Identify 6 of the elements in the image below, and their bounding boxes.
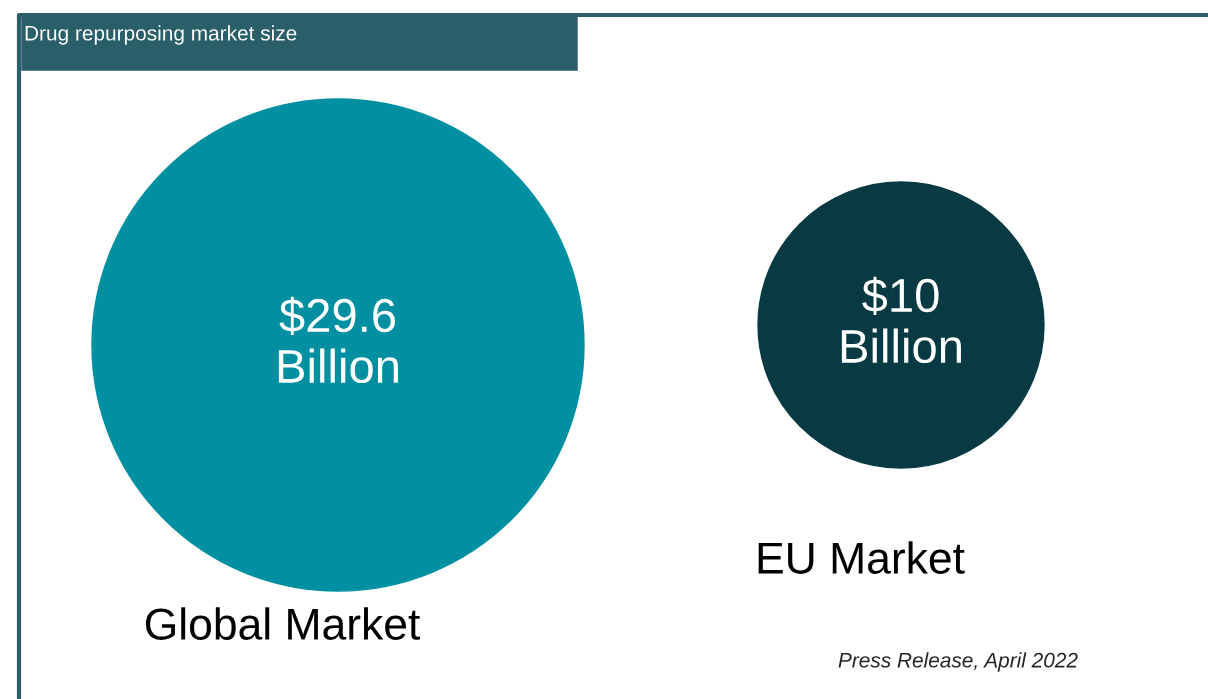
text: Press Release, April 2022 bbox=[838, 652, 1078, 672]
data-label: $29.6 Billion bbox=[278, 296, 398, 384]
category-label: EU Market bbox=[758, 541, 965, 574]
category-label: Global Market bbox=[145, 607, 421, 640]
data-label: $10 Billion bbox=[841, 276, 961, 364]
text: Drug repurposing market size bbox=[25, 25, 297, 45]
